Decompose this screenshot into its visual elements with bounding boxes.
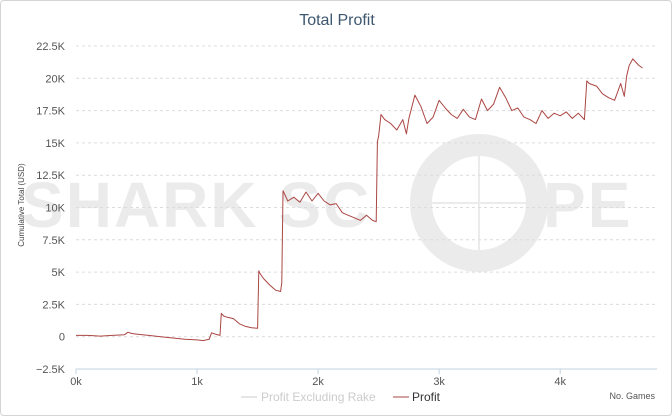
legend-item-profit-excluding-rake[interactable]: Profit Excluding Rake [241, 390, 376, 404]
legend: Profit Excluding Rake Profit [241, 390, 441, 404]
series-line-profit[interactable] [76, 58, 643, 342]
legend-item-profit[interactable]: Profit [393, 390, 441, 404]
x-tick-label: 0k [70, 376, 82, 388]
y-tick-label: 2.5K [42, 299, 65, 311]
y-tick-label: 17.5K [36, 106, 65, 118]
y-axis-ticks: −2.5K 0 2.5K 5K 7.5K 10K 12.5K 15K 17.5K 20K 22.5K [36, 41, 66, 376]
y-axis-title: Cumulative Total (USD) [17, 163, 26, 247]
legend-label-profit-excluding-rake: Profit Excluding Rake [261, 390, 376, 404]
gridlines [76, 45, 657, 338]
x-axis-title: No. Games [609, 391, 655, 401]
x-tick-label: 2k [312, 376, 324, 388]
y-tick-label: 15K [45, 138, 65, 150]
y-tick-label: 20K [45, 73, 65, 85]
x-tick-label: 4k [554, 376, 566, 388]
y-tick-label: 10K [45, 203, 65, 215]
legend-label-profit: Profit [412, 390, 441, 404]
series-group [76, 58, 643, 342]
x-axis-ticks: 0k 1k 2k 3k 4k [70, 369, 566, 388]
chart-title: Total Profit [299, 12, 375, 29]
watermark-scope-ring [410, 134, 548, 272]
watermark-text-left: SHARK SC [21, 169, 371, 241]
watermark-text-right: PE [543, 169, 632, 241]
y-tick-label: 7.5K [42, 235, 65, 247]
x-tick-label: 1k [191, 376, 203, 388]
sharkscope-watermark: SHARK SC PE [21, 134, 632, 272]
y-tick-label: −2.5K [36, 364, 66, 376]
y-tick-label: 5K [52, 267, 66, 279]
y-tick-label: 0 [59, 332, 65, 344]
y-tick-label: 22.5K [36, 41, 65, 53]
x-tick-label: 3k [433, 376, 445, 388]
y-tick-label: 12.5K [36, 170, 65, 182]
